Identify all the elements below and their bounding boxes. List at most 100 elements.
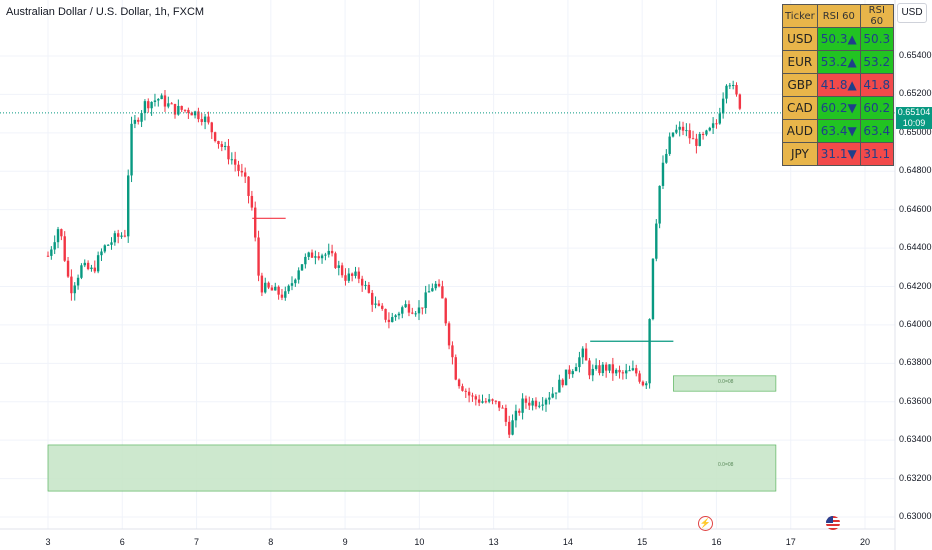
candle-body <box>661 162 665 186</box>
candle-body <box>685 130 688 132</box>
rsi-table: Ticker RSI 60 RSI 60 USD 50.3▲ 50.3 EUR 53.2… <box>782 4 894 166</box>
rsi-row-eur: EUR 53.2▲ 53.2 <box>782 50 894 74</box>
x-tick-label: 10 <box>414 537 425 547</box>
rsi-ticker: GBP <box>782 73 818 97</box>
candle-body <box>320 255 324 259</box>
rsi-value: 41.8▲ <box>816 73 861 97</box>
candle-body <box>457 379 461 387</box>
candle-body <box>350 273 354 276</box>
rsi-row-aud: AUD 63.4▼ 63.4 <box>782 119 894 143</box>
last-price-tag: 0.65104 10:09 <box>896 107 932 129</box>
candle-body <box>374 303 377 305</box>
candle-body <box>387 319 391 323</box>
rsi-value-2: 31.1 <box>859 142 894 166</box>
rsi-value-2: 63.4 <box>859 119 894 143</box>
candle-body <box>120 235 123 237</box>
candle-body <box>477 399 481 403</box>
x-tick-label: 15 <box>637 537 648 547</box>
demand-zone <box>47 444 777 492</box>
rsi-ticker: EUR <box>782 50 818 74</box>
candle-body <box>558 379 561 393</box>
trend-arrow-icon: ▼ <box>847 124 857 138</box>
candle-body <box>427 291 431 293</box>
candle-body <box>187 109 190 113</box>
candle-body <box>564 369 568 386</box>
candle-body <box>551 393 554 398</box>
us-flag-icon[interactable] <box>826 516 840 530</box>
candle-body <box>270 287 274 291</box>
candle-body <box>681 126 685 131</box>
candle-body <box>541 404 544 406</box>
candle-body <box>705 130 708 135</box>
candle-body <box>578 357 581 368</box>
candle-body <box>474 396 478 400</box>
candle-body <box>608 364 611 371</box>
candle-body <box>665 153 668 163</box>
price-levels <box>252 217 674 342</box>
candle-body <box>147 101 150 109</box>
candle-body <box>655 223 658 259</box>
candle-body <box>711 123 715 128</box>
candle-body <box>317 256 320 259</box>
candle-body <box>173 103 177 115</box>
x-tick-label: 6 <box>119 537 125 547</box>
lightning-icon[interactable]: ⚡ <box>698 516 713 531</box>
rsi-ticker: USD <box>782 27 818 51</box>
candle-body <box>481 401 484 403</box>
candle-body <box>86 262 90 270</box>
candle-body <box>247 176 250 196</box>
candle-body <box>143 101 147 114</box>
candle-body <box>381 305 384 309</box>
candle-body <box>137 119 140 122</box>
candle-body <box>394 315 397 318</box>
candle-body <box>130 123 133 176</box>
candle-body <box>738 94 742 109</box>
candle-body <box>511 420 514 435</box>
candle-body <box>243 172 247 177</box>
candle-body <box>484 401 488 403</box>
x-tick-label: 3 <box>45 537 51 547</box>
candle-body <box>157 99 160 101</box>
currency-badge[interactable]: USD <box>897 3 927 23</box>
candle-body <box>521 398 524 413</box>
candle-body <box>284 291 287 298</box>
candle-body <box>417 307 421 314</box>
candle-body <box>66 260 70 277</box>
candle-body <box>641 381 645 386</box>
candle-body <box>344 275 347 281</box>
candle-body <box>401 307 404 314</box>
candle-body <box>561 379 564 386</box>
candle-body <box>414 313 417 315</box>
candle-body <box>397 313 401 316</box>
trend-arrow-icon: ▲ <box>847 32 857 46</box>
candle-body <box>100 251 103 256</box>
candle-body <box>498 401 501 408</box>
zone-label-upper: 0.0=08 <box>718 379 734 385</box>
candle-body <box>691 138 695 140</box>
candle-body <box>504 407 508 422</box>
candle-body <box>424 292 427 309</box>
rsi-value-2: 50.3 <box>859 27 894 51</box>
candle-body <box>123 235 127 237</box>
candle-body <box>554 392 558 394</box>
candle-body <box>160 95 163 100</box>
candle-body <box>340 265 344 276</box>
candle-body <box>327 250 330 255</box>
candle-body <box>658 185 661 224</box>
candle-body <box>50 249 53 256</box>
candle-body <box>514 410 518 421</box>
candle-body <box>678 126 681 130</box>
candle-body <box>217 141 220 145</box>
candle-body <box>220 144 223 147</box>
candle-body <box>487 399 491 402</box>
candle-body <box>598 365 601 374</box>
rsi-ticker: AUD <box>782 119 818 143</box>
candle-body <box>347 273 351 281</box>
y-tick-label: 0.65200 <box>899 88 932 99</box>
x-tick-label: 17 <box>785 537 796 547</box>
candle-body <box>431 288 434 292</box>
x-tick-label: 16 <box>711 537 722 547</box>
y-tick-label: 0.63600 <box>899 395 932 406</box>
candle-body <box>304 256 307 265</box>
